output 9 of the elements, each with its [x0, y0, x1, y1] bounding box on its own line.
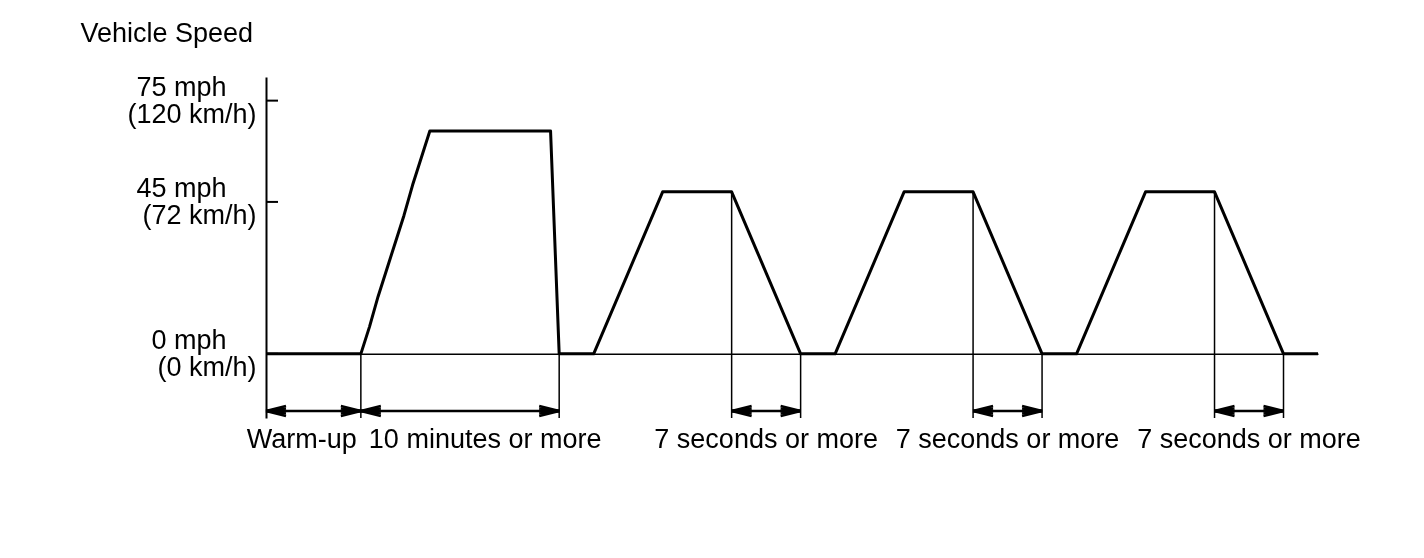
text: 10 minutes or more — [368, 424, 602, 454]
text: 7 seconds or more — [1137, 424, 1361, 454]
text: 7 seconds or more — [654, 424, 878, 454]
text: 7 seconds or more — [895, 424, 1120, 454]
y-tick-label: 75 mph — [136, 72, 227, 103]
y-axis-title: Vehicle Speed — [80, 17, 254, 48]
y-tick-label: 0 mph — [151, 325, 227, 356]
text: Warm-up — [246, 424, 357, 454]
y-tick-label: 45 mph — [136, 173, 227, 204]
